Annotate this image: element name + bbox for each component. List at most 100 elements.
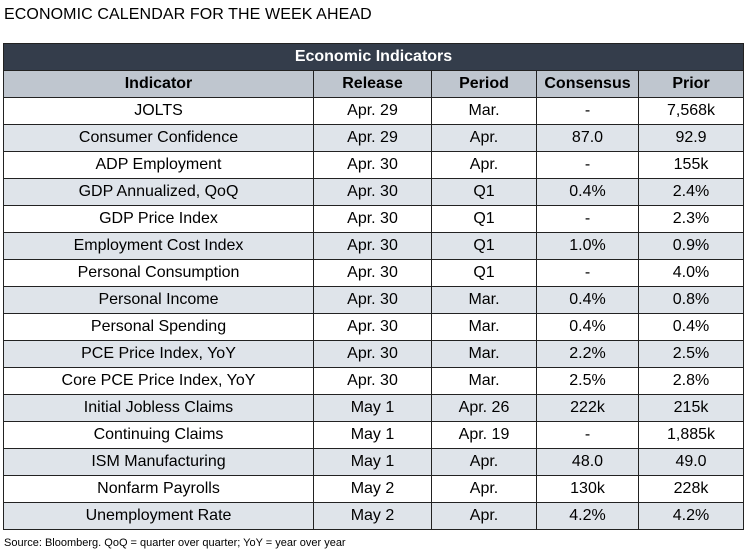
prior-cell: 4.2% [637,502,745,530]
indicator-cell: GDP Price Index [3,205,314,233]
period-cell: Q1 [431,259,537,287]
indicator-cell: Personal Income [3,286,314,314]
prior-cell: 2.4% [637,178,745,206]
table-row: GDP Price Index Apr. 30 Q1-2.3% [3,205,745,233]
release-cell: Apr. 30 [313,313,432,341]
release-cell: May 2 [313,502,432,530]
table-row: PCE Price Index, YoY Apr. 30 Mar. 2.2% 2.5% [3,340,745,368]
indicator-cell: ADP Employment [3,151,314,179]
release-cell: Apr. 29 [313,97,432,125]
indicator-cell: Core PCE Price Index, YoY [3,367,314,395]
table-row: Personal Spending Apr. 30 Mar. 0.4% 0.4% [3,313,745,341]
indicator-cell: Employment Cost Index [3,232,314,260]
period-cell: Apr. [431,448,537,476]
period-cell: Mar. [431,313,537,341]
indicator-cell: GDP Annualized, QoQ [3,178,314,206]
prior-cell: 228k [637,475,745,503]
period-cell: Apr. [431,502,537,530]
period-cell: Apr. 26 [431,394,537,422]
prior-cell: 4.0% [637,259,745,287]
indicator-cell: Personal Spending [3,313,314,341]
consensus-cell: 130k [536,475,639,503]
consensus-cell: 48.0 [536,448,639,476]
period-cell: Mar. [431,97,537,125]
prior-cell: 215k [637,394,745,422]
prior-cell: 2.8% [637,367,745,395]
column-header-period: Period [431,70,537,98]
release-cell: May 2 [313,475,432,503]
table-row: Personal Income Apr. 30 Mar. 0.4% 0.8% [3,286,745,314]
release-cell: Apr. 30 [313,205,432,233]
prior-cell: 0.4% [637,313,745,341]
indicator-cell: Unemployment Rate [3,502,314,530]
table-row: JOLTS Apr. 29 Mar. -7,568k [3,97,745,125]
consensus-cell: - [536,421,639,449]
column-header-indicator: Indicator [3,70,314,98]
prior-cell: 2.3% [637,205,745,233]
release-cell: Apr. 30 [313,286,432,314]
source-note: Source: Bloomberg. QoQ = quarter over qu… [4,537,346,549]
period-cell: Apr. [431,475,537,503]
prior-cell: 2.5% [637,340,745,368]
consensus-cell: 2.5% [536,367,639,395]
indicator-cell: PCE Price Index, YoY [3,340,314,368]
period-cell: Apr. [431,124,537,152]
consensus-cell: 0.4% [536,313,639,341]
period-cell: Q1 [431,178,537,206]
release-cell: Apr. 30 [313,178,432,206]
indicator-cell: Nonfarm Payrolls [3,475,314,503]
indicator-cell: JOLTS [3,97,314,125]
table-row: Nonfarm Payrolls May 2 Apr. 130k 228k [3,475,745,503]
table-row: ADP Employment Apr. 30 Apr. -155k [3,151,745,179]
period-cell: Q1 [431,205,537,233]
release-cell: Apr. 30 [313,232,432,260]
consensus-cell: - [536,205,639,233]
table-banner: Economic Indicators [2,43,745,71]
table-row: ISM Manufacturing May 1 Apr. 48.0 49.0 [3,448,745,476]
period-cell: Apr. 19 [431,421,537,449]
release-cell: May 1 [313,421,432,449]
release-cell: Apr. 29 [313,124,432,152]
table-row: Consumer Confidence Apr. 29 Apr. 87.0 92.9 [3,124,745,152]
consensus-cell: - [536,151,639,179]
prior-cell: 49.0 [637,448,745,476]
consensus-cell: - [536,259,639,287]
consensus-cell: - [536,97,639,125]
consensus-cell: 0.4% [536,286,639,314]
table-body: JOLTS Apr. 29 Mar. -7,568k Consumer Confiden… [3,97,745,530]
column-header-release: Release [313,70,432,98]
consensus-cell: 1.0% [536,232,639,260]
table-row: GDP Annualized, QoQ Apr. 30 Q1 0.4% 2.4% [3,178,745,206]
period-cell: Q1 [431,232,537,260]
consensus-cell: 222k [536,394,639,422]
column-header-prior: Prior [637,70,745,98]
indicator-cell: Personal Consumption [3,259,314,287]
table-row: Employment Cost Index Apr. 30 Q1 1.0% 0.9% [3,232,745,260]
period-cell: Mar. [431,286,537,314]
column-header-row: Indicator Release Period Consensus Prior [3,70,745,98]
release-cell: Apr. 30 [313,340,432,368]
release-cell: Apr. 30 [313,259,432,287]
prior-cell: 0.8% [637,286,745,314]
release-cell: May 1 [313,448,432,476]
indicator-cell: Consumer Confidence [3,124,314,152]
indicator-cell: Continuing Claims [3,421,314,449]
consensus-cell: 2.2% [536,340,639,368]
consensus-cell: 87.0 [536,124,639,152]
page-title: ECONOMIC CALENDAR FOR THE WEEK AHEAD [4,6,372,23]
prior-cell: 1,885k [637,421,745,449]
consensus-cell: 0.4% [536,178,639,206]
table-row: Core PCE Price Index, YoY Apr. 30 Mar. 2.5%… [3,367,745,395]
release-cell: Apr. 30 [313,367,432,395]
indicator-cell: ISM Manufacturing [3,448,314,476]
economic-indicators-table: Economic Indicators Indicator Release Pe… [2,43,745,530]
prior-cell: 155k [637,151,745,179]
prior-cell: 7,568k [637,97,745,125]
prior-cell: 0.9% [637,232,745,260]
indicator-cell: Initial Jobless Claims [3,394,314,422]
release-cell: Apr. 30 [313,151,432,179]
table-row: Continuing Claims May 1 Apr. 19-1,885k [3,421,745,449]
period-cell: Mar. [431,367,537,395]
consensus-cell: 4.2% [536,502,639,530]
table-row: Personal Consumption Apr. 30 Q1-4.0% [3,259,745,287]
